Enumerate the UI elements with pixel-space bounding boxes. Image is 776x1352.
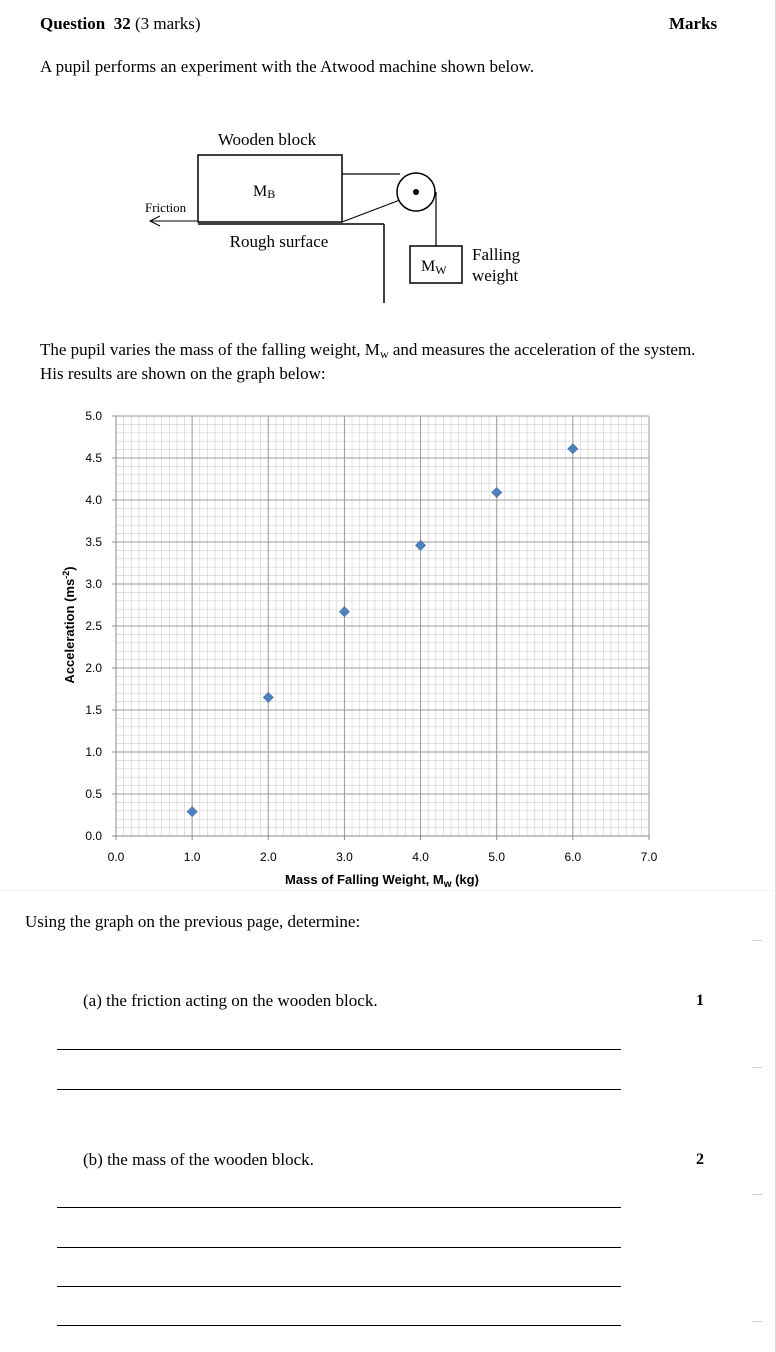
chart-x-tick-label: 0.0 [108, 850, 125, 864]
chart-x-tick-label: 2.0 [260, 850, 277, 864]
part-b-marks: 2 [696, 1151, 704, 1168]
answer-line-b2[interactable] [57, 1247, 621, 1248]
chart-x-tick-label: 7.0 [641, 850, 658, 864]
block-mass-label: MB [253, 183, 275, 201]
chart-x-axis-label: Mass of Falling Weight, Mw (kg) [285, 872, 479, 890]
chart-y-tick-label: 2.0 [85, 661, 102, 675]
answer-line-a1[interactable] [57, 1049, 621, 1050]
weight-label-line1: Falling [472, 245, 521, 264]
chart-y-tick-label: 2.5 [85, 619, 102, 633]
chart-x-tick-labels: 0.0 1.0 2.0 3.0 4.0 5.0 6.0 7.0 [108, 836, 658, 864]
answer-line-b1[interactable] [57, 1207, 621, 1208]
chart-x-tick-label: 1.0 [184, 850, 201, 864]
chart-y-tick-label: 0.5 [85, 787, 102, 801]
atwood-diagram: Wooden block MB Friction Rough surface M… [145, 130, 521, 303]
chart-y-tick-label: 1.5 [85, 703, 102, 717]
chart-x-tick-label: 6.0 [565, 850, 582, 864]
answer-line-b3[interactable] [57, 1286, 621, 1287]
answer-line-b4[interactable] [57, 1325, 621, 1326]
results-description: The pupil varies the mass of the falling… [40, 340, 696, 383]
chart-x-tick-label: 4.0 [412, 850, 429, 864]
chart-x-tick-label: 3.0 [336, 850, 353, 864]
chart-x-tick-label: 5.0 [488, 850, 505, 864]
margin-mark [752, 1067, 762, 1068]
chart-y-tick-label: 4.5 [85, 451, 102, 465]
answer-line-a2[interactable] [57, 1089, 621, 1090]
margin-mark [752, 1194, 762, 1195]
falling-weight [409, 245, 463, 284]
weight-mass-label: MW [421, 258, 447, 277]
pulley-support [341, 199, 401, 223]
margin-mark [752, 940, 762, 941]
surface-label: Rough surface [230, 232, 329, 251]
part-a-marks: 1 [696, 992, 704, 1009]
chart-data-point [415, 539, 426, 551]
wooden-block [197, 154, 343, 223]
friction-label: Friction [145, 200, 187, 215]
question-marks: (3 marks) [134, 14, 201, 33]
chart-y-tick-label: 5.0 [85, 409, 102, 423]
margin-mark [752, 1321, 762, 1322]
question-label: Question [40, 14, 106, 33]
acceleration-chart: 0.0 0.5 1.0 1.5 2.0 2.5 3.0 3.5 4.0 4.5 5.0 0.0 1.0… [61, 409, 658, 890]
part-b-text: (b) the mass of the wooden block. [83, 1150, 314, 1169]
chart-y-tick-label: 3.5 [85, 535, 102, 549]
chart-data-point [491, 487, 503, 498]
chart-data-point [262, 691, 274, 703]
marks-heading: Marks [669, 14, 718, 33]
intro-text: A pupil performs an experiment with the … [40, 57, 535, 76]
chart-y-axis-label: Acceleration (ms-2) [61, 566, 77, 683]
chart-data-point [186, 806, 198, 818]
chart-y-tick-label: 4.0 [85, 493, 102, 507]
friction-arrowhead [148, 215, 161, 227]
instruction-text: Using the graph on the previous page, de… [25, 912, 361, 931]
chart-y-tick-labels: 0.0 0.5 1.0 1.5 2.0 2.5 3.0 3.5 4.0 4.5 5.0 [85, 409, 116, 843]
part-a-text: (a) the friction acting on the wooden bl… [83, 991, 378, 1010]
block-label: Wooden block [218, 130, 317, 149]
question-heading: Question 32 (3 marks) [40, 14, 201, 34]
chart-data-point [567, 443, 579, 455]
chart-y-tick-label: 3.0 [85, 577, 102, 591]
question-number: 32 [113, 14, 131, 33]
chart-data-point [339, 606, 350, 618]
chart-y-tick-label: 1.0 [85, 745, 102, 759]
weight-label-line2: weight [472, 266, 519, 285]
page-break [0, 890, 776, 891]
chart-points [186, 443, 579, 818]
pulley-axle [413, 189, 419, 195]
chart-y-tick-label: 0.0 [85, 829, 102, 843]
